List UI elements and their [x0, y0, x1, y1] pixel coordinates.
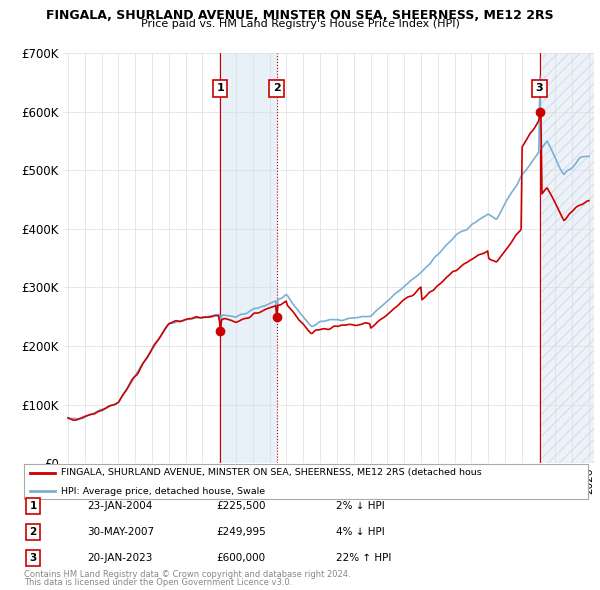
Text: £600,000: £600,000 [216, 553, 265, 563]
Text: 2: 2 [29, 527, 37, 537]
Bar [539, 53, 594, 463]
Text: 30-MAY-2007: 30-MAY-2007 [87, 527, 154, 537]
Text: 1: 1 [217, 83, 224, 93]
Text: £225,500: £225,500 [216, 502, 265, 511]
Text: 2: 2 [273, 83, 280, 93]
Text: Price paid vs. HM Land Registry's House Price Index (HPI): Price paid vs. HM Land Registry's House … [140, 19, 460, 29]
Text: 23-JAN-2004: 23-JAN-2004 [87, 502, 152, 511]
Bar [220, 53, 277, 463]
Bar [539, 53, 594, 463]
Text: 3: 3 [536, 83, 544, 93]
Text: This data is licensed under the Open Government Licence v3.0.: This data is licensed under the Open Gov… [24, 578, 292, 587]
Text: 2% ↓ HPI: 2% ↓ HPI [336, 502, 385, 511]
Text: £249,995: £249,995 [216, 527, 266, 537]
Text: 1: 1 [29, 502, 37, 511]
Text: Contains HM Land Registry data © Crown copyright and database right 2024.: Contains HM Land Registry data © Crown c… [24, 571, 350, 579]
Text: 4% ↓ HPI: 4% ↓ HPI [336, 527, 385, 537]
Text: 20-JAN-2023: 20-JAN-2023 [87, 553, 152, 563]
Text: FINGALA, SHURLAND AVENUE, MINSTER ON SEA, SHEERNESS, ME12 2RS: FINGALA, SHURLAND AVENUE, MINSTER ON SEA… [46, 9, 554, 22]
Text: FINGALA, SHURLAND AVENUE, MINSTER ON SEA, SHEERNESS, ME12 2RS (detached hous: FINGALA, SHURLAND AVENUE, MINSTER ON SEA… [61, 468, 481, 477]
Text: 22% ↑ HPI: 22% ↑ HPI [336, 553, 391, 563]
Text: 3: 3 [29, 553, 37, 563]
Text: HPI: Average price, detached house, Swale: HPI: Average price, detached house, Swal… [61, 487, 265, 496]
